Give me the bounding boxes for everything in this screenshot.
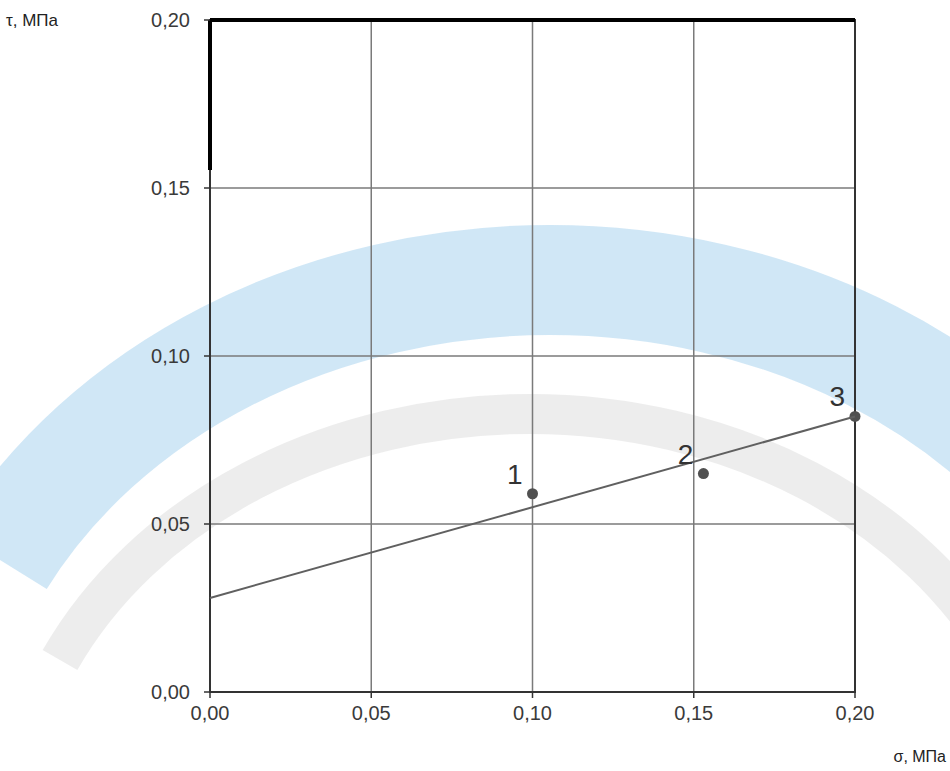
- tick-mark: [204, 355, 210, 357]
- tick-mark: [371, 692, 373, 698]
- point-label: 1: [507, 459, 523, 490]
- plot-frame-top: [210, 18, 855, 22]
- tick-mark: [204, 19, 210, 21]
- x-tick-label: 0,05: [352, 702, 391, 724]
- y-tick-label: 0,00: [151, 681, 190, 703]
- plot-frame: [210, 20, 855, 692]
- tick-mark: [532, 692, 534, 698]
- labels: 1 2 3: [507, 381, 845, 489]
- grid-line: [210, 19, 855, 21]
- y-tick-label: 0,15: [151, 177, 190, 199]
- tick-mark: [209, 692, 211, 698]
- x-tick-label: 0,00: [191, 702, 230, 724]
- point-label: 2: [678, 439, 694, 470]
- data-point: [527, 488, 538, 499]
- x-tick-label: 0,20: [836, 702, 875, 724]
- y-axis-title: τ, МПа: [6, 11, 59, 30]
- tick-mark: [204, 691, 210, 693]
- x-tick-label: 0,10: [513, 702, 552, 724]
- tick-mark: [204, 523, 210, 525]
- tick-mark: [693, 692, 695, 698]
- tick-mark: [204, 187, 210, 189]
- y-tick-label: 0,20: [151, 9, 190, 31]
- y-tick-label: 0,05: [151, 513, 190, 535]
- background-arc: [60, 414, 950, 660]
- point-label: 3: [829, 381, 845, 412]
- plot-frame-left: [208, 20, 212, 170]
- chart: 0,00 0,05 0,10 0,15 0,20 0,00 0,05 0,10 0,15 0,20…: [0, 0, 950, 771]
- trend-line: [210, 416, 855, 597]
- y-tick-label: 0,10: [151, 345, 190, 367]
- marks: [210, 411, 861, 598]
- grid: [210, 20, 855, 692]
- grid-line: [210, 523, 855, 525]
- x-tick-label: 0,15: [674, 702, 713, 724]
- grid-line: [210, 355, 855, 357]
- grid-line: [210, 187, 855, 189]
- x-axis-title: σ, МПа: [894, 748, 947, 765]
- tick-mark: [854, 692, 856, 698]
- data-point: [698, 468, 709, 479]
